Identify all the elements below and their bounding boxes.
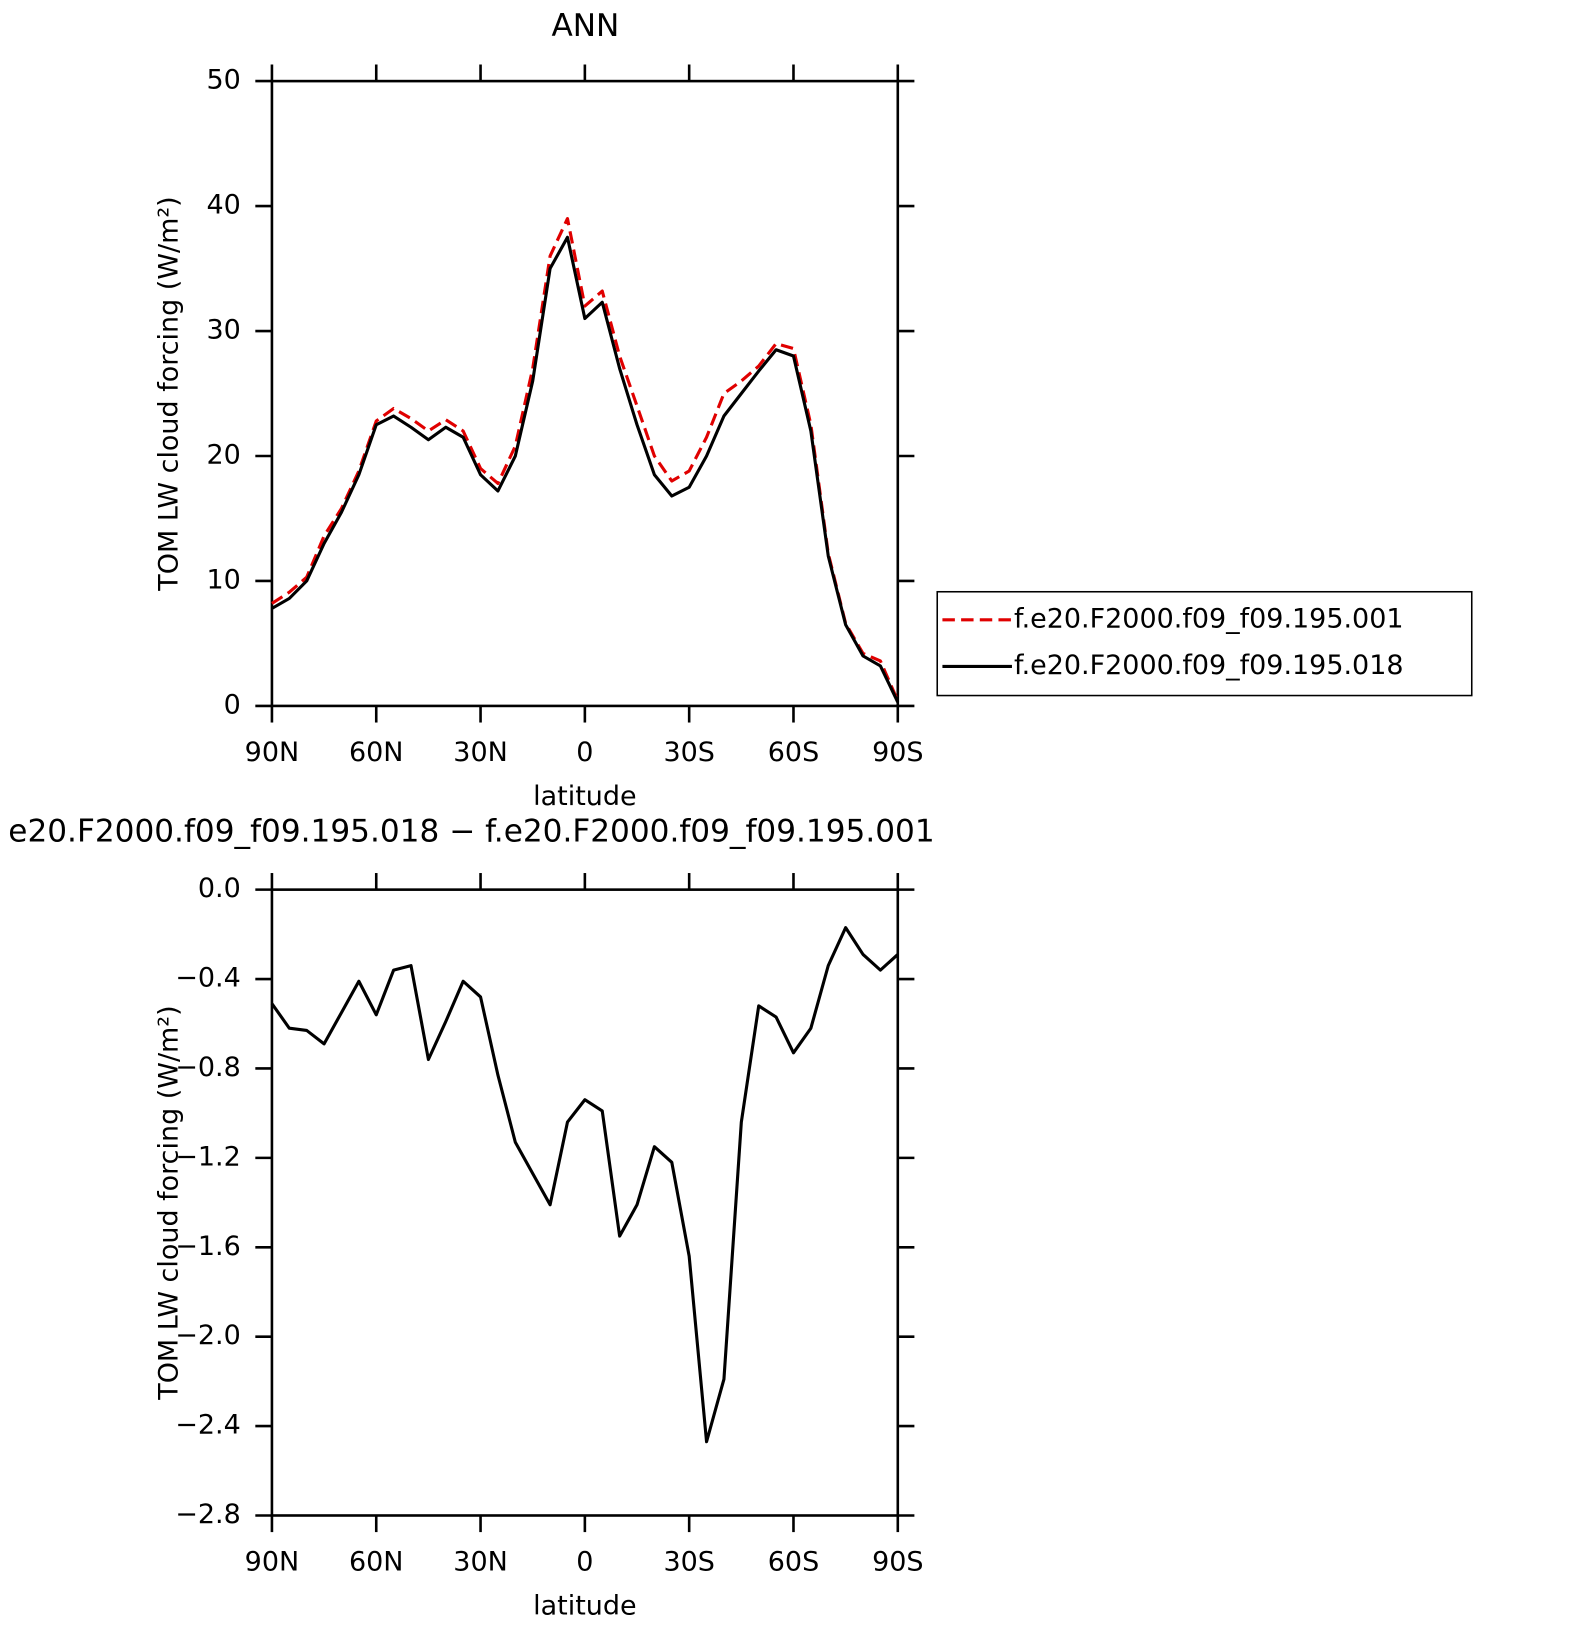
- y-tick-label: −0.4: [175, 963, 241, 994]
- y-tick-label: 50: [206, 65, 240, 96]
- x-tick-label: 60N: [349, 737, 403, 768]
- x-tick-label: 30S: [663, 1547, 714, 1578]
- y-axis-label: TOM LW cloud forcing (W/m²): [154, 1005, 185, 1400]
- series-line: [270, 926, 899, 1444]
- plot-frame: [270, 888, 900, 1517]
- legend-box: [936, 590, 1473, 697]
- y-tick-label: −1.6: [175, 1231, 241, 1262]
- legend-label: f.e20.F2000.f09_f09.195.001: [1014, 603, 1404, 634]
- series-line: [271, 235, 900, 703]
- x-tick-label: 90N: [245, 737, 299, 768]
- chart-title: ANN: [551, 8, 619, 44]
- x-tick-label: 60S: [768, 1547, 819, 1578]
- x-tick-label: 0: [576, 1547, 593, 1578]
- x-tick-label: 60N: [349, 1547, 403, 1578]
- y-tick-label: 0.0: [198, 873, 241, 904]
- x-axis-label: latitude: [533, 781, 636, 812]
- y-tick-label: 40: [206, 190, 240, 221]
- y-tick-label: −2.4: [175, 1410, 241, 1441]
- y-tick-label: −2.0: [175, 1320, 241, 1351]
- y-tick-label: −1.2: [175, 1141, 241, 1172]
- x-tick-label: 90S: [872, 1547, 923, 1578]
- y-tick-label: −2.8: [175, 1499, 241, 1530]
- legend-label: f.e20.F2000.f09_f09.195.018: [1014, 650, 1404, 681]
- x-tick-label: 30N: [453, 737, 507, 768]
- x-tick-label: 30S: [663, 737, 714, 768]
- y-tick-label: 10: [206, 564, 240, 595]
- y-tick-label: 0: [224, 689, 241, 720]
- x-tick-label: 90S: [872, 737, 923, 768]
- y-tick-label: −0.8: [175, 1052, 241, 1083]
- chart-title: e20.F2000.f09_f09.195.018 − f.e20.F2000.…: [8, 814, 934, 850]
- x-axis-label: latitude: [533, 1590, 636, 1621]
- x-tick-label: 60S: [768, 737, 819, 768]
- x-tick-label: 90N: [245, 1547, 299, 1578]
- x-tick-label: 30N: [453, 1547, 507, 1578]
- x-tick-label: 0: [576, 737, 593, 768]
- y-axis-label: TOM LW cloud forcing (W/m²): [154, 196, 185, 591]
- y-tick-label: 30: [206, 315, 240, 346]
- series-line: [271, 217, 900, 702]
- y-tick-label: 20: [206, 439, 240, 470]
